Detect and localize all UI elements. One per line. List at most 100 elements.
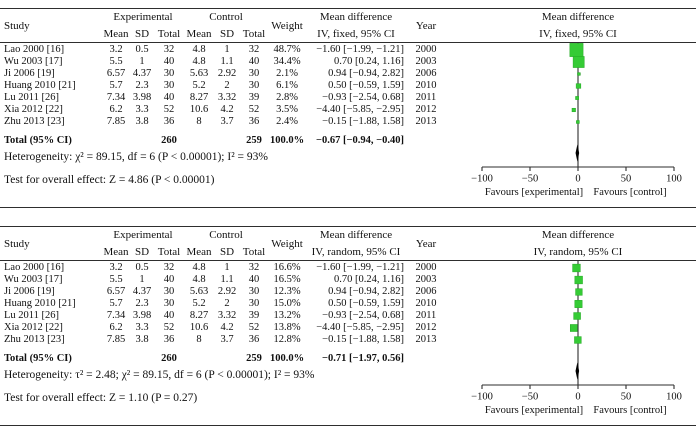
cell-ctrl-mean: 8 xyxy=(196,116,202,127)
study-marker xyxy=(569,43,584,57)
cell-study-name: Zhu 2013 [23] xyxy=(4,334,65,345)
cell-ctrl-mean: 4.8 xyxy=(192,44,206,55)
cell-study-name: Huang 2010 [21] xyxy=(4,80,76,91)
study-row: Xia 2012 [22] 6.2 3.3 52 10.6 4.2 52 3.5% −4.40 … xyxy=(0,104,446,116)
column-header-mean-difference: Mean difference xyxy=(319,229,393,241)
cell-ctrl-mean: 8.27 xyxy=(189,92,209,103)
cell-ctrl-total: 36 xyxy=(248,334,260,345)
cell-ctrl-sd: 4.2 xyxy=(220,104,234,115)
cell-year: 2013 xyxy=(415,116,437,127)
favours-right-label: Favours [control] xyxy=(593,187,666,198)
cell-weight: 6.1% xyxy=(276,80,298,91)
study-row: Ji 2006 [19] 6.57 4.37 30 5.63 2.92 30 2.1% 0.94… xyxy=(0,68,446,80)
forest-plot-panel: Study Experimental Control Weight Mean d… xyxy=(0,218,696,436)
cell-md-ci: −0.93 [−2.54, 0.68] xyxy=(322,310,404,321)
cell-exp-mean: 6.57 xyxy=(106,286,126,297)
cell-year: 2011 xyxy=(415,310,437,321)
cell-study-name: Lu 2011 [26] xyxy=(4,310,60,321)
cell-weight: 2.1% xyxy=(276,68,298,79)
cell-total-weight: 100.0% xyxy=(269,135,305,146)
column-header-mean-difference: Mean difference xyxy=(319,11,393,23)
study-marker xyxy=(573,312,581,320)
overall-effect-text: Test for overall effect: Z = 4.86 (P < 0… xyxy=(4,174,215,186)
study-row: Lao 2000 [16] 3.2 0.5 32 4.8 1 32 48.7% −1.60 [−… xyxy=(0,44,446,56)
cell-ctrl-sd: 2.92 xyxy=(217,286,237,297)
column-header-total: Total xyxy=(242,245,266,258)
cell-empty xyxy=(184,134,214,148)
study-marker xyxy=(575,288,583,296)
cell-exp-sd: 3.3 xyxy=(135,322,149,333)
axis-tick-label: 100 xyxy=(666,174,682,185)
study-marker xyxy=(574,275,583,285)
cell-exp-mean: 5.7 xyxy=(109,298,123,309)
column-header-sd: SD xyxy=(219,27,235,40)
cell-ctrl-mean: 5.2 xyxy=(192,80,206,91)
cell-weight: 3.5% xyxy=(276,104,298,115)
study-marker xyxy=(572,263,581,273)
cell-exp-sd: 1 xyxy=(139,274,145,285)
table-header: Study Experimental Control Weight Mean d… xyxy=(0,9,446,42)
cell-exp-total: 36 xyxy=(163,334,175,345)
cell-study-name: Huang 2010 [21] xyxy=(4,298,76,309)
cell-ctrl-mean: 4.8 xyxy=(192,262,206,273)
cell-ctrl-total: 39 xyxy=(248,92,260,103)
cell-ctrl-total: 36 xyxy=(248,116,260,127)
cell-md-ci: −4.40 [−5.85, −2.95] xyxy=(316,104,404,115)
study-row: Wu 2003 [17] 5.5 1 40 4.8 1.1 40 16.5% 0.70 [0.2… xyxy=(0,274,446,286)
cell-md-ci: −0.15 [−1.88, 1.58] xyxy=(322,116,404,127)
cell-exp-mean: 3.2 xyxy=(109,44,123,55)
cell-exp-mean: 3.2 xyxy=(109,262,123,273)
cell-weight: 34.4% xyxy=(273,56,301,67)
cell-exp-mean: 6.2 xyxy=(109,322,123,333)
cell-ctrl-total: 39 xyxy=(248,310,260,321)
cell-exp-sd: 0.5 xyxy=(135,262,149,273)
cell-year: 2003 xyxy=(415,56,437,67)
study-marker xyxy=(574,300,583,308)
cell-md-ci: −1.60 [−1.99, −1.21] xyxy=(316,262,404,273)
study-rows: Lao 2000 [16] 3.2 0.5 32 4.8 1 32 16.6% −1.60 [−… xyxy=(0,262,446,346)
cell-ctrl-sd: 1 xyxy=(224,262,230,273)
cell-exp-total: 36 xyxy=(163,116,175,127)
study-row: Ji 2006 [19] 6.57 4.37 30 5.63 2.92 30 12.3% 0.9… xyxy=(0,286,446,298)
column-header-study: Study xyxy=(4,19,30,32)
cell-ctrl-total: 40 xyxy=(248,56,260,67)
total-row: Total (95% CI) 260 259 100.0% −0.71 [−1.97, … xyxy=(0,352,446,366)
cell-year: 2000 xyxy=(415,262,437,273)
column-header-method: IV, fixed, 95% CI xyxy=(317,27,395,40)
cell-ctrl-sd: 4.2 xyxy=(220,322,234,333)
cell-ctrl-sd: 2 xyxy=(224,80,230,91)
axis-tick-label: 50 xyxy=(621,392,632,403)
column-header-weight: Weight xyxy=(271,19,303,32)
cell-study-name: Ji 2006 [19] xyxy=(4,286,55,297)
cell-weight: 12.3% xyxy=(273,286,301,297)
cell-md-ci: −0.93 [−2.54, 0.68] xyxy=(322,92,404,103)
study-marker xyxy=(577,72,581,76)
cell-empty xyxy=(406,134,446,148)
column-header-mean: Mean xyxy=(186,27,212,40)
cell-exp-mean: 5.5 xyxy=(109,274,123,285)
cell-empty xyxy=(130,352,154,366)
cell-exp-sd: 3.8 xyxy=(135,116,149,127)
column-header-sd: SD xyxy=(134,27,150,40)
cell-ctrl-sd: 3.32 xyxy=(217,310,237,321)
cell-exp-mean: 7.34 xyxy=(106,92,126,103)
favours-left-label: Favours [experimental] xyxy=(485,187,583,198)
cell-empty xyxy=(102,134,130,148)
cell-total-exp: 260 xyxy=(161,135,177,146)
cell-weight: 2.8% xyxy=(276,92,298,103)
axis-tick-label: −50 xyxy=(522,174,538,185)
cell-exp-total: 40 xyxy=(163,56,175,67)
cell-weight: 13.8% xyxy=(273,322,301,333)
cell-ctrl-total: 52 xyxy=(248,322,260,333)
cell-exp-total: 40 xyxy=(163,92,175,103)
column-header-control: Control xyxy=(209,229,243,241)
cell-study-name: Xia 2012 [22] xyxy=(4,322,63,333)
cell-exp-sd: 3.98 xyxy=(132,92,152,103)
total-diamond xyxy=(575,362,580,380)
cell-weight: 48.7% xyxy=(273,44,301,55)
column-header-sd: SD xyxy=(219,245,235,258)
cell-exp-sd: 2.3 xyxy=(135,80,149,91)
divider-top xyxy=(0,8,696,9)
axis-tick-label: −100 xyxy=(471,392,493,403)
cell-md-ci: 0.94 [−0.94, 2.82] xyxy=(328,68,404,79)
